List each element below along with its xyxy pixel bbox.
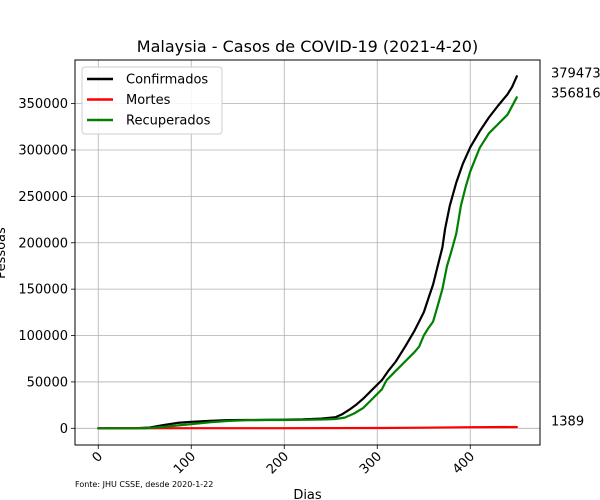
end-label-mortes: 1389 xyxy=(551,415,584,430)
legend-label-confirmados: Confirmados xyxy=(126,73,208,88)
plot-frame xyxy=(74,59,541,446)
source-note: Fonte: JHU CSSE, desde 2020-1-22 xyxy=(75,480,213,489)
x-tick-label-300: 300 xyxy=(357,449,385,477)
y-tick-label-150000: 150000 xyxy=(18,283,68,298)
series-line-recuperados xyxy=(97,96,518,430)
chart-title: Malaysia - Casos de COVID-19 (2021-4-20) xyxy=(137,37,478,56)
x-tick-label-0: 0 xyxy=(90,449,106,465)
x-tick-label-100: 100 xyxy=(171,449,199,477)
y-tick-label-50000: 50000 xyxy=(27,375,68,390)
legend-label-mortes: Mortes xyxy=(126,93,171,108)
y-tick-label-300000: 300000 xyxy=(18,143,68,158)
series-line-mortes xyxy=(97,425,518,430)
legend-label-recuperados: Recuperados xyxy=(126,114,211,129)
y-tick-label-100000: 100000 xyxy=(18,329,68,344)
x-tick-label-400: 400 xyxy=(450,449,478,477)
y-tick-label-250000: 250000 xyxy=(18,190,68,205)
end-label-confirmados: 379473 xyxy=(551,67,600,82)
x-axis-label: Dias xyxy=(293,488,322,500)
x-tick-label-200: 200 xyxy=(264,449,292,477)
y-tick-label-200000: 200000 xyxy=(18,236,68,251)
series-layer xyxy=(97,75,518,430)
y-axis-label: Pessoas xyxy=(0,227,9,279)
y-tick-label-0: 0 xyxy=(60,422,68,437)
legend: Confirmados Mortes Recuperados xyxy=(81,66,223,135)
end-label-recuperados: 356816 xyxy=(551,87,600,102)
legend-box xyxy=(81,66,223,135)
end-labels: 379473 356816 1389 xyxy=(551,67,600,430)
y-tick-label-350000: 350000 xyxy=(18,97,68,112)
